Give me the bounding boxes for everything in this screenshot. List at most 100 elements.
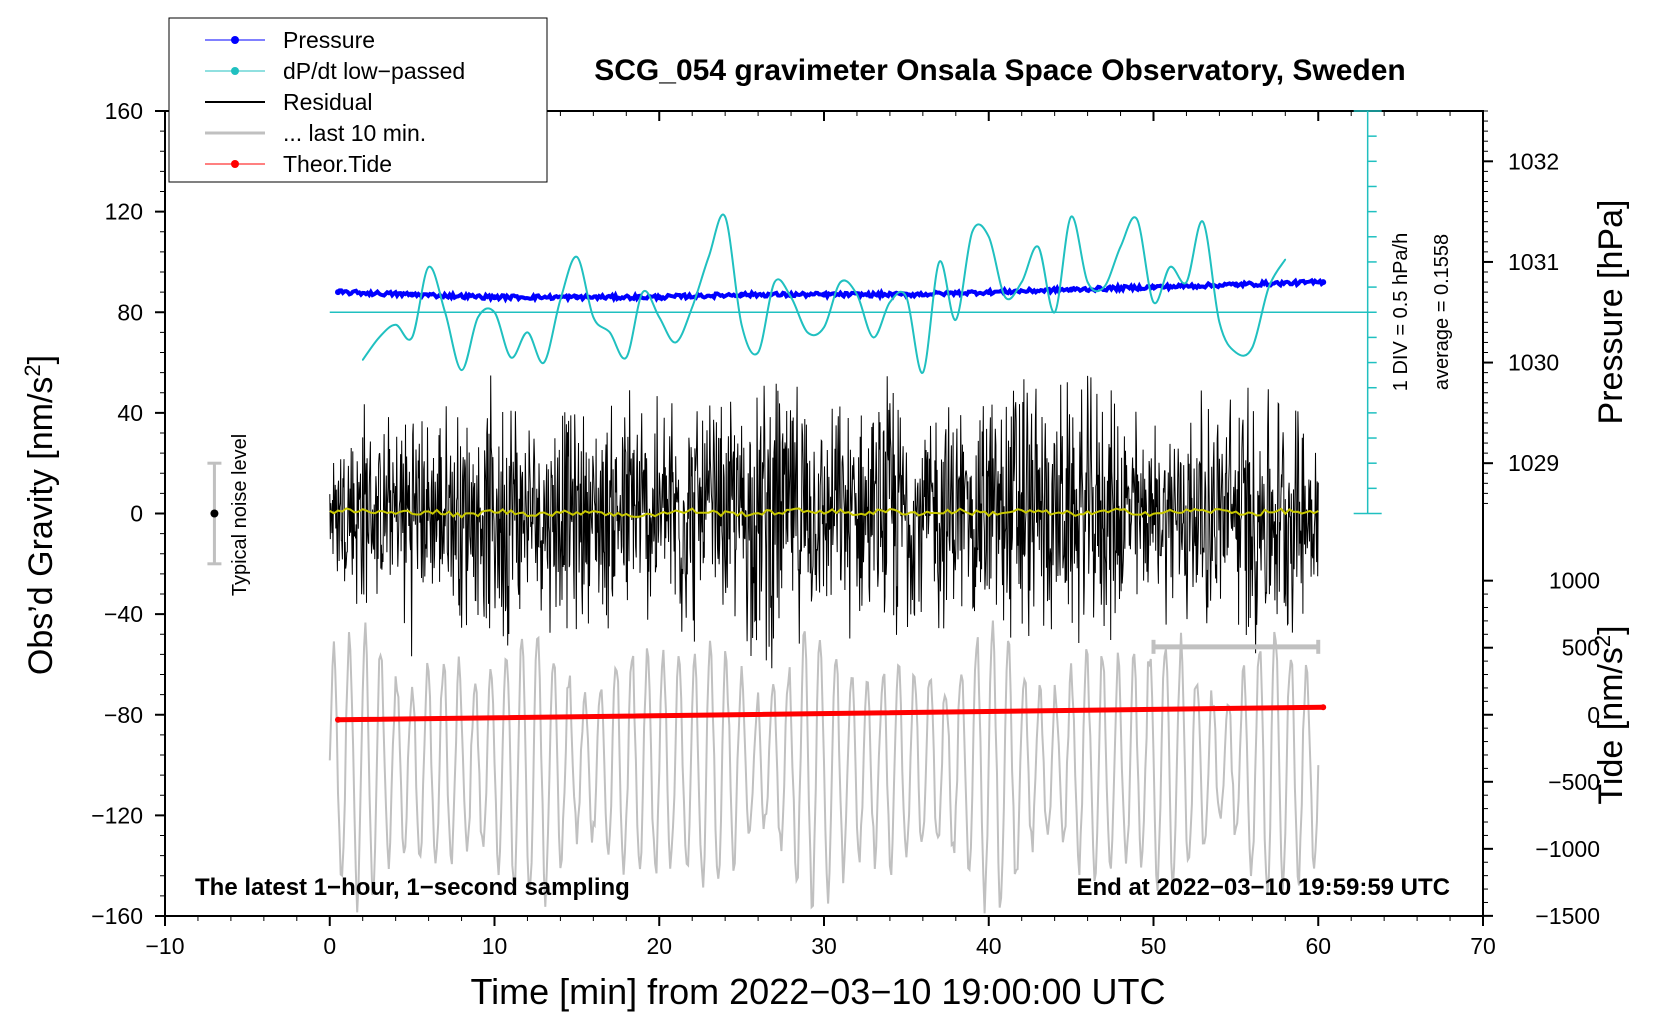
pressure-point — [491, 294, 498, 301]
dpdt-point — [510, 356, 512, 359]
legend: Pressure dP/dt low−passed Residual ... l… — [168, 17, 548, 183]
dpdt-average-label: average = 0.1558 — [1431, 234, 1453, 390]
dpdt-point — [427, 266, 430, 268]
dpdt-point — [757, 351, 759, 354]
pressure-point — [1068, 286, 1075, 293]
tide-axis-label: Tide [nm/s2] — [1590, 625, 1631, 804]
dpdt-point — [1037, 246, 1039, 248]
series-residual-line — [329, 375, 1319, 669]
dpdt-point — [559, 298, 562, 301]
dpdt-point — [905, 296, 908, 299]
dpdt-point — [1235, 351, 1237, 354]
dpdt-point — [856, 293, 858, 296]
dpdt-point — [576, 256, 578, 258]
y-tick-label: 40 — [117, 400, 143, 426]
footer-left-label: The latest 1−hour, 1−second sampling — [195, 874, 630, 901]
x-tick-label: 70 — [1470, 933, 1496, 959]
legend-item-tide: Theor.Tide — [205, 151, 392, 177]
y-tick-label: −80 — [104, 702, 143, 728]
chart-title: SCG_054 gravimeter Onsala Space Observat… — [594, 54, 1406, 87]
dpdt-point — [609, 331, 611, 334]
y-tick-label: 80 — [117, 299, 143, 325]
tide-point — [1320, 704, 1327, 711]
pressure-point — [985, 289, 992, 296]
dpdt-point — [1152, 301, 1155, 304]
dpdt-point — [1185, 281, 1188, 283]
dpdt-point — [1268, 286, 1270, 288]
dpdt-point — [1103, 286, 1105, 288]
series-last10-line — [328, 620, 1320, 914]
pressure-point — [1232, 281, 1239, 288]
legend-label-residual: Residual — [283, 89, 373, 115]
dpdt-point — [1119, 246, 1122, 248]
tide-point — [334, 716, 341, 723]
y-tick-label: 120 — [105, 199, 143, 225]
legend-label-tide: Theor.Tide — [283, 151, 392, 177]
series-residual-mean-line — [329, 507, 1319, 519]
pressure-tick-label: 1029 — [1508, 450, 1559, 476]
x-tick-label: 50 — [1141, 933, 1167, 959]
pressure-point — [738, 291, 745, 298]
dpdt-point — [971, 231, 974, 233]
pressure-point — [656, 294, 663, 301]
dpdt-point — [378, 336, 381, 339]
dpdt-point — [1169, 266, 1171, 268]
pressure-point — [409, 291, 416, 298]
tide-tick-label: −500 — [1548, 769, 1600, 795]
dpdt-point — [1004, 296, 1006, 299]
legend-label-dpdt: dP/dt low−passed — [283, 58, 465, 84]
dpdt-point — [592, 316, 595, 319]
dpdt-point — [1053, 311, 1056, 314]
x-axis-label: Time [min] from 2022−03−10 19:00:00 UTC — [470, 971, 1165, 1012]
dpdt-point — [658, 316, 661, 319]
legend-item-dpdt: dP/dt low−passed — [205, 58, 465, 84]
y-tick-label: 160 — [105, 98, 143, 124]
dpdt-point — [642, 291, 644, 293]
dpdt-point — [707, 256, 710, 258]
legend-label-last10: ... last 10 min. — [283, 120, 426, 146]
legend-item-residual: Residual — [205, 89, 373, 115]
dpdt-point — [394, 324, 397, 326]
pressure-point — [1320, 279, 1327, 286]
series-pressure-line — [336, 277, 1326, 304]
dpdt-point — [922, 371, 924, 374]
dpdt-point — [839, 281, 842, 283]
dpdt-point — [444, 311, 446, 314]
dpdt-scale-label: 1 DIV = 0.5 hPa/h — [1390, 233, 1412, 391]
pressure-tick-label: 1030 — [1508, 350, 1559, 376]
dpdt-point — [872, 336, 875, 339]
dpdt-point — [543, 361, 545, 364]
tide-tick-label: 500 — [1562, 635, 1600, 661]
dpdt-point — [411, 336, 413, 339]
x-tick-label: 10 — [482, 933, 508, 959]
dpdt-point — [806, 331, 809, 334]
x-tick-label: 0 — [323, 933, 336, 959]
x-tick-label: 20 — [646, 933, 672, 959]
legend-item-last10: ... last 10 min. — [205, 120, 426, 146]
x-tick-label: 30 — [811, 933, 837, 959]
y-tick-label: −40 — [104, 601, 143, 627]
pressure-point — [821, 291, 827, 298]
dpdt-point — [493, 311, 496, 314]
pressure-point — [1150, 284, 1157, 291]
pressure-point — [335, 289, 341, 296]
dpdt-point — [955, 319, 957, 321]
dpdt-point — [1251, 346, 1254, 349]
noise-level-label: Typical noise level — [229, 434, 251, 596]
y-tick-label: 0 — [130, 501, 143, 527]
dpdt-point — [1020, 281, 1023, 283]
pressure-tick-label: 1032 — [1508, 148, 1559, 174]
pressure-point — [573, 294, 580, 301]
dpdt-point — [526, 331, 529, 334]
dpdt-point — [477, 316, 479, 319]
noise-bar-center — [210, 509, 219, 518]
x-tick-label: 40 — [976, 933, 1002, 959]
dpdt-point — [823, 326, 825, 329]
dpdt-point — [1202, 220, 1204, 223]
dpdt-point — [889, 301, 891, 304]
dpdt-point — [1218, 321, 1221, 324]
dpdt-point — [988, 236, 990, 238]
y-axis-label: Obs’d Gravity [nm/s2] — [20, 355, 61, 675]
y-tick-label: −160 — [91, 903, 143, 929]
